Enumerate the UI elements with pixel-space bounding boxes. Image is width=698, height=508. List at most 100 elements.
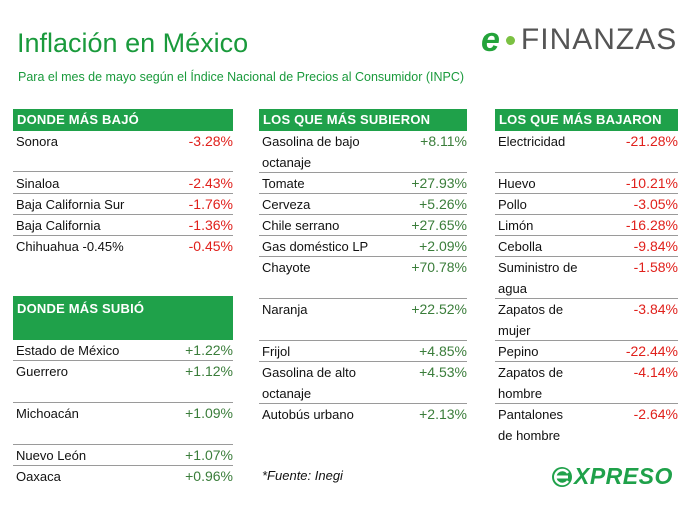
table-los-que-mas-bajaron: LOS QUE MÁS BAJARON Electricidad -21.28%… xyxy=(495,109,678,449)
row-value: +8.11% xyxy=(420,133,467,149)
row-label: Autobús urbano xyxy=(262,407,354,422)
row-label: agua xyxy=(498,281,527,296)
row-label: Oaxaca xyxy=(16,469,61,484)
row-value: +1.09% xyxy=(185,405,233,421)
row-value: -1.36% xyxy=(188,217,233,233)
row-value: -1.76% xyxy=(188,196,233,212)
divider xyxy=(13,235,233,236)
table-header: DONDE MÁS BAJÓ xyxy=(13,109,233,131)
row-value: -22.44% xyxy=(625,343,678,359)
table-donde-mas-subio: DONDE MÁS SUBIÓ Estado de México +1.22% … xyxy=(13,296,233,491)
table-donde-mas-bajo: DONDE MÁS BAJÓ Sonora -3.28% Sinaloa -2.… xyxy=(13,109,233,259)
row-value: +1.22% xyxy=(185,342,233,358)
row-value: -2.64% xyxy=(633,406,678,422)
row-label: octanaje xyxy=(262,386,312,401)
divider xyxy=(259,361,467,362)
row-label: Gas doméstico LP xyxy=(262,239,369,254)
table-header: LOS QUE MÁS SUBIERON xyxy=(259,109,467,131)
row-label: Michoacán xyxy=(16,406,79,421)
divider xyxy=(13,214,233,215)
row-value: -3.05% xyxy=(633,196,678,212)
row-label: Frijol xyxy=(262,344,291,359)
row-label: de hombre xyxy=(498,428,561,443)
efinanzas-logo: e FINANZAS xyxy=(481,22,677,58)
row-value: +0.96% xyxy=(185,468,233,484)
divider xyxy=(495,340,678,341)
row-value: +1.07% xyxy=(185,447,233,463)
row-value: +1.12% xyxy=(185,363,233,379)
table-los-que-mas-subieron: LOS QUE MÁS SUBIERON Gasolina de bajo +8… xyxy=(259,109,467,429)
row-value: -4.14% xyxy=(633,364,678,380)
divider xyxy=(259,403,467,404)
row-label: Huevo xyxy=(498,176,536,191)
divider xyxy=(495,403,678,404)
row-label: Baja California xyxy=(16,218,101,233)
divider xyxy=(259,235,467,236)
divider xyxy=(495,214,678,215)
row-label: Sinaloa xyxy=(16,176,60,191)
divider xyxy=(495,298,678,299)
row-label: Cebolla xyxy=(498,239,543,254)
row-label: Pollo xyxy=(498,197,527,212)
row-value: +2.09% xyxy=(419,238,467,254)
row-label: Guerrero xyxy=(16,364,69,379)
divider xyxy=(13,402,233,403)
row-label: Chihuahua -0.45% xyxy=(16,239,124,254)
divider xyxy=(259,298,467,299)
row-value: -21.28% xyxy=(625,133,678,149)
row-label: Pepino xyxy=(498,344,539,359)
row-value: -0.45% xyxy=(188,238,233,254)
row-value: +2.13% xyxy=(419,406,467,422)
logo-name: FINANZAS xyxy=(520,23,678,56)
row-label: Chayote xyxy=(262,260,311,275)
expreso-e-icon xyxy=(552,466,572,487)
row-value: +4.53% xyxy=(419,364,467,380)
row-label: Pantalones xyxy=(498,407,564,422)
row-label: Naranja xyxy=(262,302,308,317)
row-label: mujer xyxy=(498,323,531,338)
row-value: -16.28% xyxy=(625,217,678,233)
page-subtitle: Para el mes de mayo según el Índice Naci… xyxy=(18,70,465,84)
row-value: +5.26% xyxy=(419,196,467,212)
table-header: LOS QUE MÁS BAJARON xyxy=(495,109,678,131)
row-label: Suministro de xyxy=(498,260,578,275)
divider xyxy=(259,256,467,257)
divider xyxy=(495,256,678,257)
divider xyxy=(495,193,678,194)
row-value: +4.85% xyxy=(419,343,467,359)
row-label: hombre xyxy=(498,386,543,401)
divider xyxy=(13,171,233,172)
divider xyxy=(13,193,233,194)
row-value: -3.28% xyxy=(188,133,233,149)
divider xyxy=(495,235,678,236)
divider xyxy=(495,172,678,173)
row-value: -2.43% xyxy=(188,175,233,191)
table-header: DONDE MÁS SUBIÓ xyxy=(13,296,233,340)
expreso-logo: XPRESO xyxy=(551,463,673,490)
divider xyxy=(259,214,467,215)
row-value: +27.65% xyxy=(411,217,467,233)
row-label: octanaje xyxy=(262,155,312,170)
divider xyxy=(13,444,233,445)
row-label: Gasolina de alto xyxy=(262,365,356,380)
divider xyxy=(13,465,233,466)
divider xyxy=(495,361,678,362)
row-value: -10.21% xyxy=(625,175,678,191)
row-label: Cerveza xyxy=(262,197,311,212)
row-label: Sonora xyxy=(16,134,58,149)
row-label: Nuevo León xyxy=(16,448,87,463)
logo-dot-icon xyxy=(505,35,515,45)
logo-e-icon: e xyxy=(481,21,500,59)
row-label: Zapatos de xyxy=(498,365,564,380)
divider xyxy=(13,360,233,361)
expreso-logo-text: XPRESO xyxy=(574,463,673,489)
row-value: -3.84% xyxy=(633,301,678,317)
row-label: Gasolina de bajo xyxy=(262,134,360,149)
row-label: Tomate xyxy=(262,176,305,191)
divider xyxy=(259,193,467,194)
row-value: +27.93% xyxy=(411,175,467,191)
row-label: Electricidad xyxy=(498,134,566,149)
row-value: +70.78% xyxy=(411,259,467,275)
divider xyxy=(259,340,467,341)
row-label: Baja California Sur xyxy=(16,197,125,212)
